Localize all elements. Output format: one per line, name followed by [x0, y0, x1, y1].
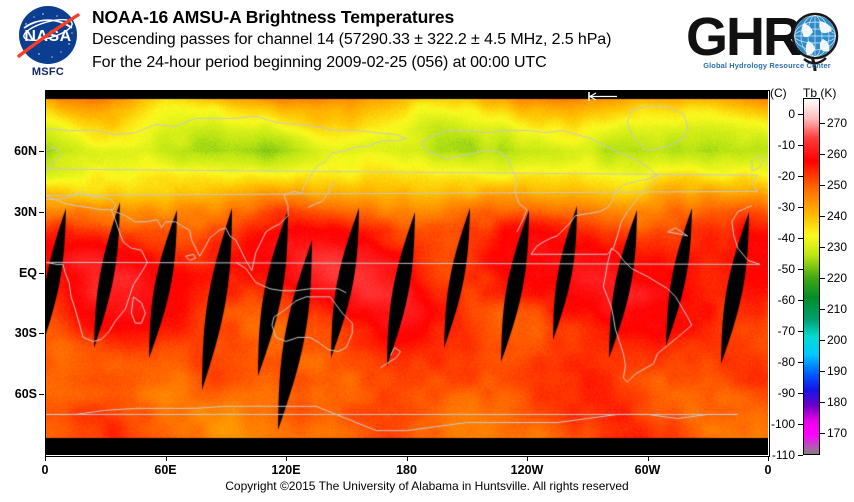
colorbar-label-celsius: -70: [777, 323, 795, 338]
colorbar-label-celsius: -90: [777, 385, 795, 400]
y-axis-tick: [39, 211, 44, 213]
colorbar-tick-celsius: [798, 455, 803, 456]
colorbar-tick-celsius: [798, 392, 803, 394]
x-axis-label: 180: [396, 463, 417, 477]
colorbar-label-kelvin: 170: [827, 426, 848, 441]
colorbar-label-celsius: -20: [777, 168, 795, 183]
nasa-center-label: MSFC: [31, 66, 65, 78]
colorbar-label-kelvin: 270: [827, 115, 848, 130]
colorbar-label-kelvin: 190: [827, 364, 848, 379]
x-axis-label: 0: [764, 463, 772, 477]
y-axis-tick: [39, 333, 44, 335]
colorbar-tick-kelvin: [820, 247, 825, 248]
colorbar-header-celsius: (C): [770, 86, 787, 100]
copyright-notice: Copyright ©2015 The University of Alabam…: [225, 479, 629, 493]
colorbar-gradient: [803, 98, 820, 455]
x-axis-label: 60W: [634, 463, 661, 477]
colorbar-label-kelvin: 180: [827, 395, 848, 410]
y-axis-tick: [39, 150, 44, 152]
x-axis-tick: [406, 456, 408, 461]
x-axis-label: 60E: [154, 463, 177, 477]
colorbar-tick-kelvin: [820, 215, 825, 217]
colorbar-label-kelvin: 260: [827, 146, 848, 161]
x-axis-tick: [286, 456, 287, 461]
colorbar-tick-kelvin: [820, 278, 825, 280]
colorbar-tick-kelvin: [820, 371, 825, 373]
ghrc-subtitle: Global Hydrology Resource Center: [703, 61, 831, 70]
colorbar-tick-celsius: [798, 113, 803, 115]
brightness-temperature-map: [45, 90, 768, 455]
x-axis-tick: [768, 456, 769, 461]
x-axis-label: 120E: [271, 463, 301, 477]
colorbar-label-celsius: -30: [777, 199, 795, 214]
colorbar-tick-celsius: [798, 268, 803, 270]
colorbar-label-celsius: 0: [788, 106, 795, 121]
colorbar-tick-kelvin: [820, 340, 825, 342]
x-axis-label: 0: [41, 463, 49, 477]
colorbar-tick-celsius: [798, 144, 803, 146]
ghrc-logo: GHR: [686, 7, 839, 72]
colorbar-tick-kelvin: [820, 402, 825, 404]
colorbar-label-celsius: -110: [771, 448, 795, 462]
page-title: NOAA-16 AMSU-A Brightness Temperatures: [92, 7, 455, 27]
colorbar-tick-celsius: [798, 206, 803, 208]
colorbar-label-kelvin: 200: [827, 333, 848, 348]
colorbar-label-celsius: -40: [777, 230, 795, 245]
colorbar-label-kelvin: 220: [827, 271, 848, 286]
y-axis-tick: [39, 394, 44, 396]
y-axis-label: 60N: [14, 143, 37, 158]
figure-subtitle-period: For the 24-hour period beginning 2009-02…: [92, 54, 547, 71]
figure-title-block: NOAA-16 AMSU-A Brightness Temperatures D…: [92, 6, 682, 74]
svg-text:GHR: GHR: [686, 7, 801, 67]
colorbar-tick-celsius: [798, 361, 803, 363]
colorbar-label-celsius: -100: [770, 416, 795, 431]
colorbar-tick-celsius: [798, 237, 803, 239]
figure-subtitle-channel: Descending passes for channel 14 (57290.…: [92, 31, 612, 48]
colorbar-tick-celsius: [798, 175, 803, 177]
y-axis-label: EQ: [18, 265, 37, 280]
colorbar-tick-kelvin: [820, 433, 825, 435]
colorbar-label-celsius: -60: [777, 292, 795, 307]
y-axis-tick: [39, 272, 44, 274]
y-axis-label: 30S: [14, 326, 37, 341]
colorbar-label-kelvin: 210: [827, 302, 848, 317]
colorbar-tick-celsius: [798, 330, 803, 332]
x-axis-tick: [45, 456, 46, 461]
descending-node-marker: [588, 92, 617, 101]
x-axis-tick: [647, 456, 649, 461]
colorbar-label-kelvin: 230: [827, 240, 848, 254]
x-axis-tick: [527, 456, 528, 461]
colorbar-label-kelvin: 250: [827, 177, 848, 192]
colorbar-label-kelvin: 240: [827, 208, 848, 223]
colorbar-header-kelvin: Tb (K): [803, 86, 837, 100]
colorbar-tick-celsius: [798, 423, 803, 425]
colorbar-tick-kelvin: [820, 309, 825, 311]
map-plot-area[interactable]: [45, 90, 768, 455]
colorbar-label-celsius: -50: [777, 261, 795, 276]
x-axis-tick: [165, 456, 167, 461]
colorbar-tick-kelvin: [820, 184, 825, 186]
colorbar-label-celsius: -80: [777, 354, 795, 369]
y-axis-label: 60S: [14, 387, 37, 402]
x-axis-label: 120W: [510, 463, 544, 477]
colorbar-tick-celsius: [798, 299, 803, 301]
nasa-meatball-logo: NASA: [17, 6, 80, 64]
colorbar-tick-kelvin: [820, 122, 825, 124]
colorbar-tick-kelvin: [820, 153, 825, 155]
y-axis-label: 30N: [14, 204, 37, 219]
colorbar-label-celsius: -10: [777, 137, 795, 152]
